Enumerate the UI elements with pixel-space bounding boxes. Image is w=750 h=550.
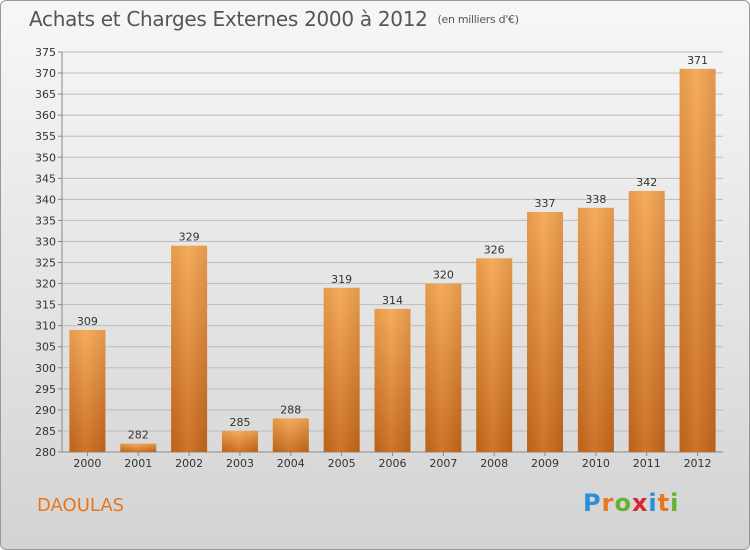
x-tick-label: 2012 <box>684 457 712 470</box>
x-tick-label: 2004 <box>277 457 305 470</box>
bar-shade-2006 <box>374 308 411 452</box>
label-layer: 309 2000 282 2001 329 2002 285 2003 288 2004 319 20… <box>73 54 711 470</box>
bar-shade-2005 <box>323 287 360 452</box>
y-tick-label: 370 <box>35 67 56 80</box>
y-tick-label: 355 <box>35 130 56 143</box>
y-tick-label: 325 <box>35 257 56 270</box>
logo-letter: r <box>601 489 615 517</box>
value-label: 320 <box>433 269 454 282</box>
x-tick-label: 2011 <box>633 457 661 470</box>
value-label: 337 <box>535 197 556 210</box>
value-label: 338 <box>585 193 606 206</box>
x-tick-label: 2001 <box>124 457 152 470</box>
x-tick-label: 2009 <box>531 457 559 470</box>
bar-shade-2011 <box>628 190 665 452</box>
bar-shade-2008 <box>476 258 513 452</box>
x-tick-label: 2005 <box>328 457 356 470</box>
y-tick-label: 345 <box>35 172 56 185</box>
y-tick-label: 280 <box>35 446 56 459</box>
y-tick-label: 330 <box>35 235 56 248</box>
x-tick-label: 2000 <box>73 457 101 470</box>
value-label: 314 <box>382 294 403 307</box>
x-tick-label: 2010 <box>582 457 610 470</box>
y-tick-label: 305 <box>35 341 56 354</box>
y-tick-label: 300 <box>35 362 56 375</box>
x-tick-label: 2008 <box>480 457 508 470</box>
logo-letter: P <box>583 489 602 517</box>
y-tick-label: 335 <box>35 214 56 227</box>
y-tick-label: 290 <box>35 404 56 417</box>
logo-letter: i <box>670 489 680 517</box>
value-label: 326 <box>484 243 505 256</box>
logo-letter: o <box>614 489 632 517</box>
bar-shade-2012 <box>679 68 716 452</box>
y-tick-label: 310 <box>35 320 56 333</box>
value-label: 309 <box>77 315 98 328</box>
y-tick-label: 285 <box>35 425 56 438</box>
bar-shade-2003 <box>221 430 258 452</box>
bar-layer <box>69 68 716 452</box>
value-label: 371 <box>687 54 708 67</box>
value-label: 342 <box>636 176 657 189</box>
y-tick-label: 375 <box>35 46 56 59</box>
value-label: 282 <box>128 429 149 442</box>
bar-shade-2009 <box>527 212 564 452</box>
bar-shade-2000 <box>69 329 106 452</box>
logo-letter: t <box>657 489 671 517</box>
x-tick-label: 2002 <box>175 457 203 470</box>
x-tick-label: 2006 <box>379 457 407 470</box>
logo-letter: x <box>631 489 649 517</box>
y-tick-label: 360 <box>35 109 56 122</box>
chart-unit: (en milliers d'€) <box>437 13 519 26</box>
chart-title-text: Achats et Charges Externes 2000 à 2012 <box>29 7 428 31</box>
bar-shade-2002 <box>171 245 208 452</box>
value-label: 285 <box>229 416 250 429</box>
chart-title: Achats et Charges Externes 2000 à 2012 (e… <box>29 7 519 31</box>
bar-shade-2007 <box>425 283 462 452</box>
logo-letter: i <box>648 489 658 517</box>
bar-shade-2004 <box>272 418 309 452</box>
proxiti-logo: Proxiti <box>583 489 679 517</box>
city-name: DAOULAS <box>37 495 125 516</box>
y-tick-label: 315 <box>35 299 56 312</box>
y-tick-label: 350 <box>35 151 56 164</box>
bar-shade-2001 <box>120 443 157 452</box>
value-label: 329 <box>179 231 200 244</box>
value-label: 288 <box>280 403 301 416</box>
x-tick-label: 2003 <box>226 457 254 470</box>
x-tick-label: 2007 <box>429 457 457 470</box>
value-label: 319 <box>331 273 352 286</box>
y-tick-label: 340 <box>35 193 56 206</box>
bar-shade-2010 <box>577 207 614 452</box>
y-tick-label: 295 <box>35 383 56 396</box>
y-tick-label: 365 <box>35 88 56 101</box>
y-tick-label: 320 <box>35 278 56 291</box>
